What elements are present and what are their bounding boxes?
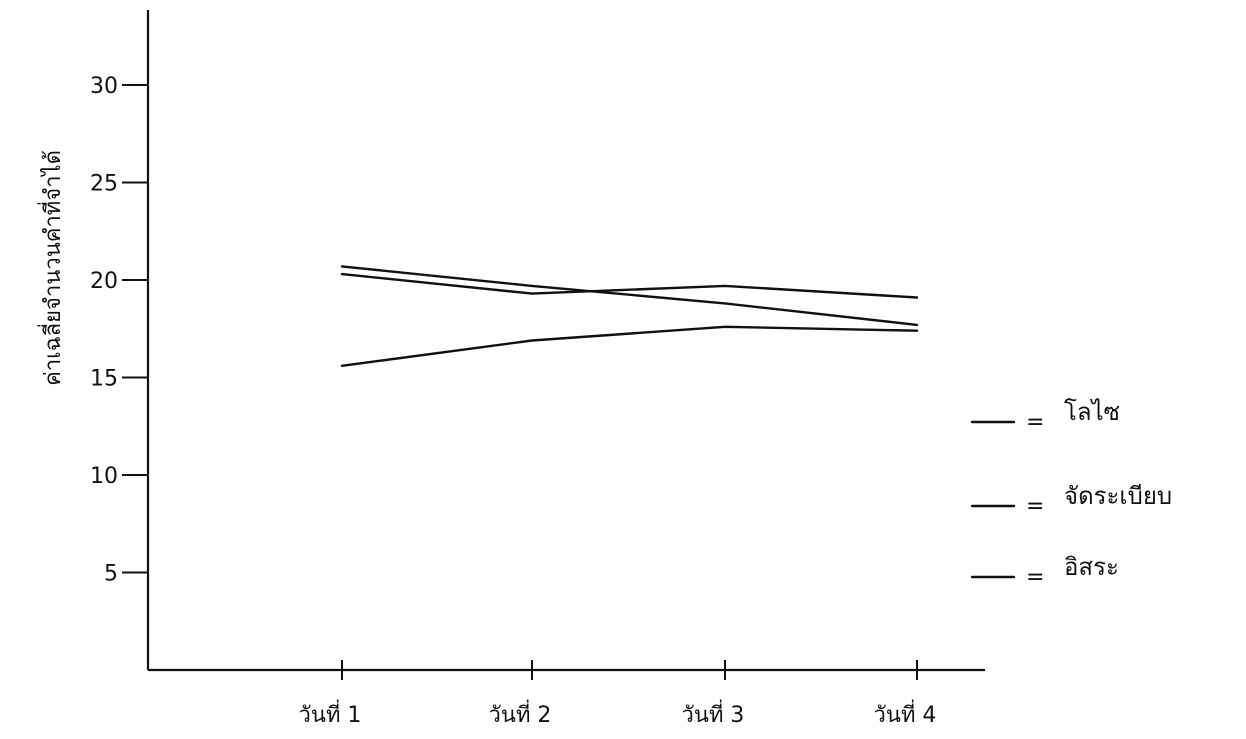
series-line-1 [340,265,919,327]
y-tick-label: 10 [90,464,118,489]
legend-equals: = [1026,410,1044,435]
x-tick-label: วันที่ 2 [489,699,552,728]
y-axis-label: ค่าเฉลี่ยจำนวนคำที่จำได้ [37,150,66,386]
series-lines [340,265,919,367]
legend-label: จัดระเบียบ [1064,482,1172,510]
y-tick-label: 25 [90,172,118,197]
legend-equals: = [1026,494,1044,519]
y-tick-label: 20 [90,269,118,294]
y-tick-label: 5 [104,562,118,587]
legend-label: โลไซ [1064,398,1120,426]
series-line-2 [340,272,919,299]
x-ticks: วันที่ 1 วันที่ 2 วันที่ 3 วันที่ 4 [299,660,937,728]
x-tick-label: วันที่ 3 [682,699,745,728]
x-tick-label: วันที่ 4 [874,699,937,728]
y-tick-label: 30 [90,74,118,99]
y-tick-label: 15 [90,367,118,392]
series-line-3 [340,325,919,367]
legend-equals: = [1026,565,1044,590]
legend-label: อิสระ [1064,553,1119,581]
legend: = โลไซ = จัดระเบียบ = อิสระ [970,398,1172,590]
x-tick-label: วันที่ 1 [299,699,362,728]
y-ticks: 5 10 15 20 25 30 [90,74,148,587]
